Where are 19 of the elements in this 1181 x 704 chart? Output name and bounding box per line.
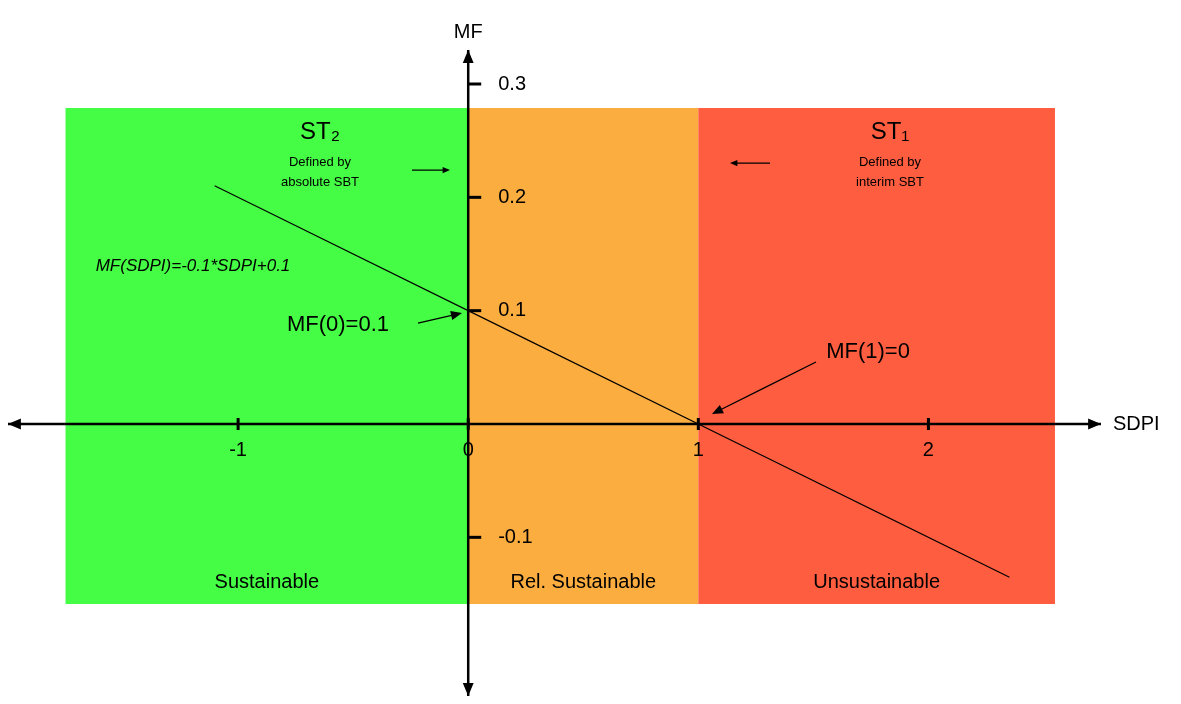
y-axis-title: MF	[453, 19, 483, 42]
y-tick-label: 0.3	[498, 71, 527, 94]
x-tick-label: 2	[922, 437, 934, 460]
y-tick-label: 0.1	[498, 298, 527, 321]
annotation: Defined by interim SBT	[856, 153, 925, 189]
annotation: Defined by absolute SBT	[280, 153, 360, 189]
x-tick-label: -1	[229, 437, 247, 460]
annotation: ST₁	[870, 116, 910, 144]
band-label: Unsustainable	[813, 569, 941, 592]
annotation: MF(SDPI)=-0.1*SDPI+0.1	[95, 255, 291, 275]
band-label: Sustainable	[214, 569, 320, 592]
y-tick-label: -0.1	[498, 524, 533, 547]
annotation: MF(1)=0	[826, 338, 910, 364]
annotation: ST₂	[300, 116, 340, 144]
x-axis-title: SDPI	[1113, 411, 1160, 434]
x-tick-label: 1	[692, 437, 704, 460]
annotation: MF(0)=0.1	[286, 311, 390, 337]
band-label: Rel. Sustainable	[510, 569, 657, 592]
y-tick-label: 0.2	[498, 184, 527, 207]
